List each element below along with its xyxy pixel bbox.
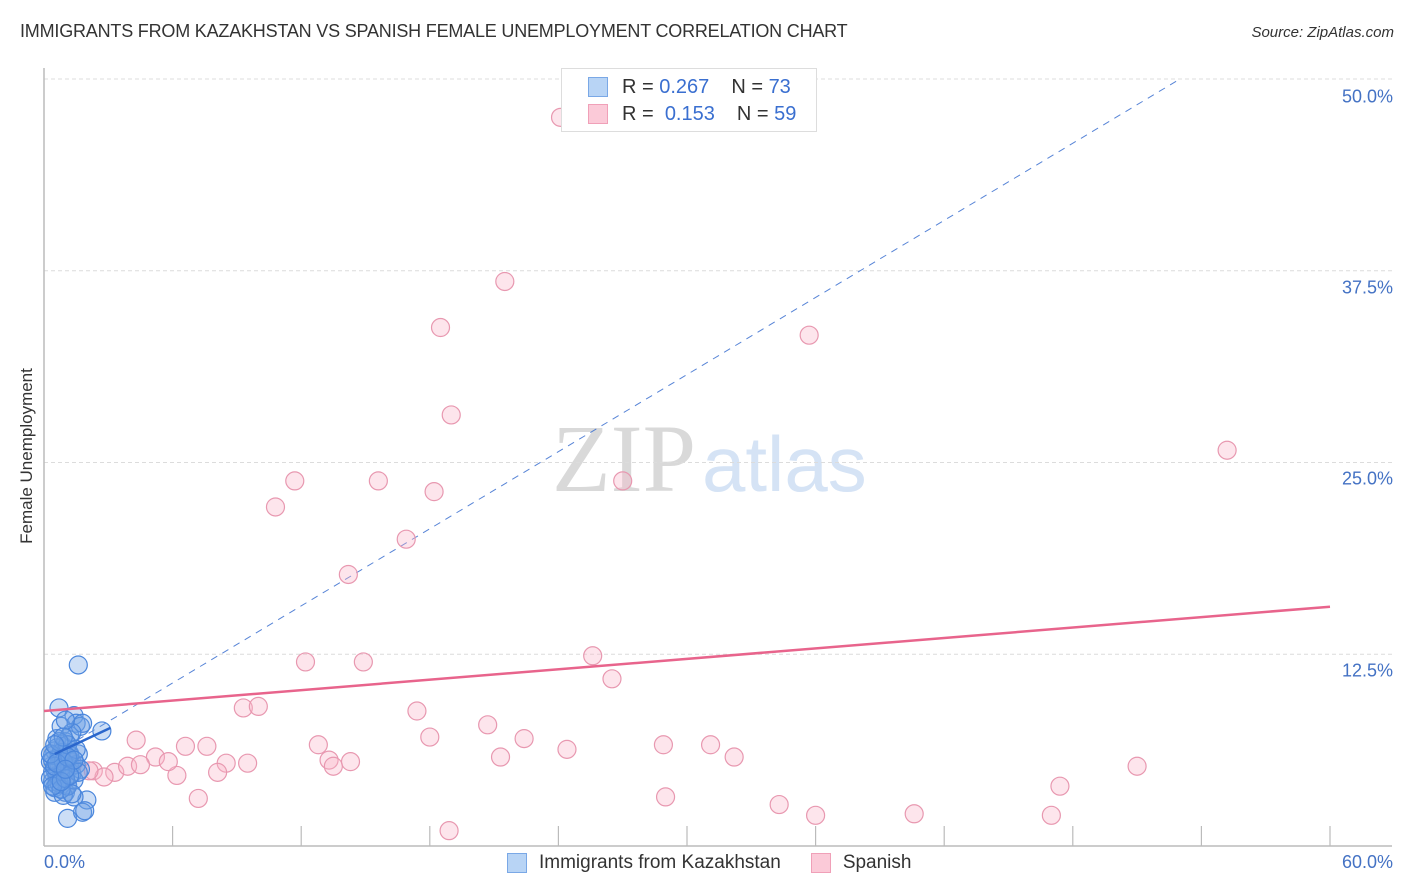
legend-row-spanish: R = 0.153 N = 59 xyxy=(588,103,796,125)
spanish-point xyxy=(285,471,305,491)
spanish-point xyxy=(724,747,744,767)
spanish-point xyxy=(1041,805,1061,825)
legend-swatch-pink xyxy=(588,104,608,124)
y-axis-label: Female Unemployment xyxy=(17,368,36,544)
legend-label: Immigrants from Kazakhstan xyxy=(539,852,781,873)
spanish-point xyxy=(340,752,361,772)
spanish-point xyxy=(799,325,819,345)
spanish-point xyxy=(430,317,451,338)
source-label: Source: ZipAtlas.com xyxy=(1251,24,1394,41)
spanish-point xyxy=(238,753,258,773)
y-tick-37-5: 37.5% xyxy=(1341,277,1393,298)
spanish-point xyxy=(420,727,440,747)
watermark-atlas: atlas xyxy=(702,420,867,508)
spanish-point xyxy=(424,482,444,502)
spanish-point xyxy=(323,756,343,776)
spanish-point xyxy=(1050,776,1070,796)
spanish-point xyxy=(439,821,459,841)
spanish-point xyxy=(557,739,577,759)
chart-title: IMMIGRANTS FROM KAZAKHSTAN VS SPANISH FE… xyxy=(20,21,848,41)
kazakhstan-point xyxy=(62,784,82,804)
spanish-point xyxy=(441,405,461,425)
spanish-point xyxy=(1217,440,1237,460)
watermark-zip: ZIP xyxy=(552,405,696,512)
r-label: R = xyxy=(622,102,654,125)
legend-swatch-blue xyxy=(507,853,527,873)
spanish-point xyxy=(368,471,388,491)
spanish-point xyxy=(265,497,286,517)
spanish-point xyxy=(175,736,196,756)
legend-label: Spanish xyxy=(842,852,912,873)
spanish-point xyxy=(158,752,178,772)
spanish-point xyxy=(233,698,253,718)
kazakhstan-trend-extended xyxy=(43,78,1181,761)
spanish-point xyxy=(130,755,151,775)
spanish-point xyxy=(514,729,534,749)
kazakhstan-point xyxy=(55,710,76,730)
spanish-point xyxy=(396,529,416,549)
spanish-point xyxy=(904,804,924,824)
spanish-point xyxy=(407,701,427,721)
n-value: 73 xyxy=(768,75,791,98)
y-tick-25: 25.0% xyxy=(1341,468,1393,489)
r-label: R = xyxy=(622,75,654,98)
y-tick-50: 50.0% xyxy=(1341,86,1393,107)
spanish-point xyxy=(490,747,511,767)
spanish-point xyxy=(495,271,515,292)
r-value: 0.153 xyxy=(664,102,715,125)
legend-swatch-blue xyxy=(588,77,608,97)
kazakhstan-point xyxy=(75,801,95,821)
spanish-point xyxy=(145,747,166,767)
n-value: 59 xyxy=(774,102,797,125)
spanish-point xyxy=(353,652,373,672)
correlation-legend: R = 0.267 N = 73 R = 0.153 N = 59 xyxy=(561,68,817,132)
spanish-point xyxy=(583,646,603,666)
legend-item-spanish[interactable]: Spanish xyxy=(810,852,912,874)
legend-swatch-pink xyxy=(810,853,831,873)
n-label: N = xyxy=(736,102,769,125)
spanish-point xyxy=(248,696,268,717)
spanish-point xyxy=(208,762,228,782)
y-tick-12-5: 12.5% xyxy=(1341,660,1393,681)
spanish-point xyxy=(613,471,633,491)
spanish-point xyxy=(308,735,328,755)
x-tick-min: 0.0% xyxy=(44,852,86,872)
spanish-point xyxy=(167,765,187,786)
spanish-point xyxy=(1127,756,1147,776)
spanish-point xyxy=(805,805,826,825)
spanish-point xyxy=(197,736,217,756)
spanish-point xyxy=(188,788,208,809)
watermark: ZIPatlas xyxy=(552,403,867,514)
spanish-point xyxy=(769,794,789,815)
spanish-point xyxy=(653,735,674,755)
spanish-point xyxy=(700,735,721,755)
kazakhstan-point xyxy=(68,655,88,675)
spanish-point xyxy=(602,669,622,689)
spanish-point xyxy=(126,730,146,750)
spanish-trend-line xyxy=(43,605,1331,713)
kazakhstan-point xyxy=(51,771,71,792)
spanish-point xyxy=(478,715,498,735)
legend-item-kazakhstan[interactable]: Immigrants from Kazakhstan xyxy=(507,852,781,874)
spanish-point xyxy=(655,787,676,807)
spanish-point xyxy=(295,652,316,672)
series-legend: Immigrants from Kazakhstan Spanish xyxy=(507,852,941,874)
legend-row-kazakhstan: R = 0.267 N = 73 xyxy=(588,76,791,98)
n-label: N = xyxy=(731,75,763,98)
r-value: 0.267 xyxy=(659,75,710,98)
kazakhstan-trend-line xyxy=(54,726,111,756)
spanish-point xyxy=(338,564,358,585)
kazakhstan-point xyxy=(55,759,76,779)
x-tick-max: 60.0% xyxy=(1341,852,1393,872)
